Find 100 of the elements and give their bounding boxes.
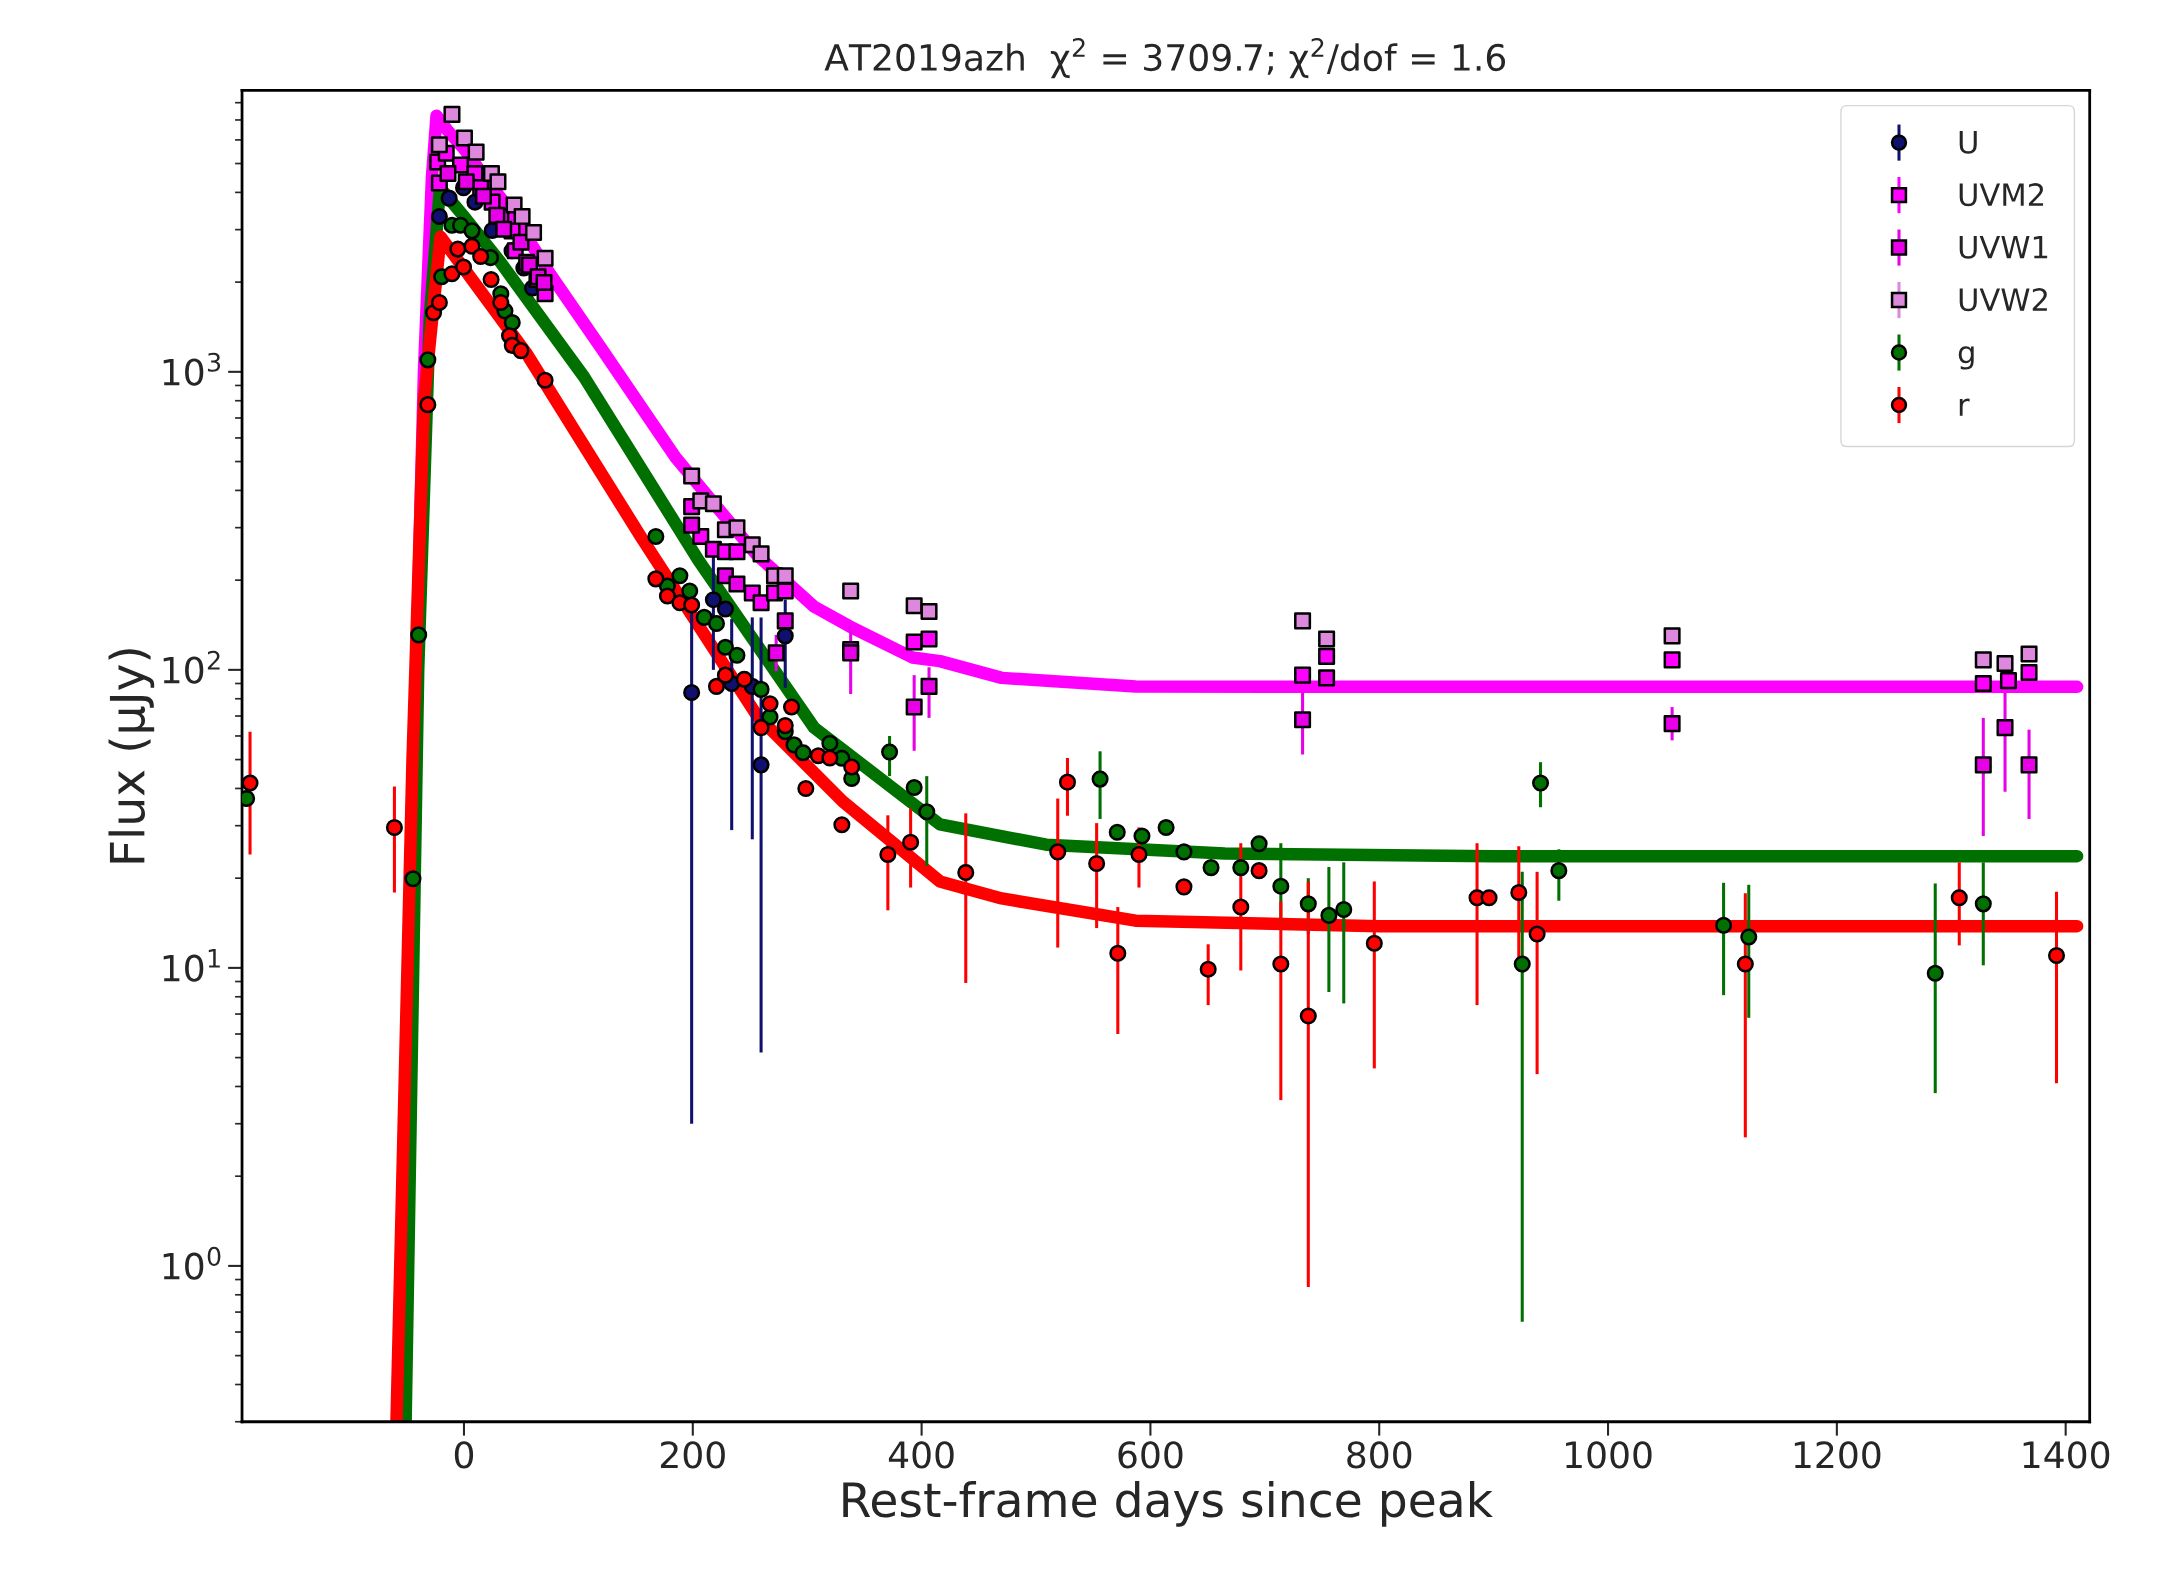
legend-label: U bbox=[1959, 131, 1977, 154]
point bbox=[1318, 647, 1336, 665]
point bbox=[1294, 711, 1312, 729]
point bbox=[1996, 655, 2014, 673]
point bbox=[1250, 835, 1268, 853]
point bbox=[419, 351, 437, 369]
point bbox=[2020, 756, 2038, 774]
point bbox=[707, 615, 726, 633]
point bbox=[1049, 843, 1067, 861]
point bbox=[905, 778, 923, 797]
point bbox=[1108, 823, 1126, 841]
y-tick-label: 10$^{0}$ bbox=[163, 1246, 221, 1280]
point bbox=[467, 143, 485, 161]
point bbox=[482, 270, 500, 288]
point bbox=[1058, 773, 1076, 791]
point bbox=[794, 744, 812, 762]
point bbox=[1294, 666, 1312, 684]
point bbox=[1999, 672, 2017, 690]
point bbox=[957, 863, 975, 881]
point bbox=[782, 698, 801, 716]
point bbox=[716, 666, 734, 684]
point bbox=[1157, 818, 1175, 836]
point bbox=[918, 803, 936, 821]
point bbox=[1736, 955, 1754, 973]
point bbox=[443, 105, 461, 123]
point bbox=[1175, 878, 1193, 896]
point bbox=[797, 779, 815, 797]
point bbox=[404, 870, 422, 888]
point bbox=[1365, 934, 1383, 952]
point bbox=[833, 816, 851, 834]
point bbox=[728, 575, 746, 593]
point bbox=[1740, 928, 1758, 946]
point bbox=[242, 774, 259, 792]
x-tick-label: 1400 bbox=[2023, 1441, 2110, 1469]
point bbox=[535, 273, 553, 291]
x-tick-label: 600 bbox=[1118, 1441, 1183, 1469]
y-tick-label: 10$^{2}$ bbox=[163, 650, 220, 684]
point bbox=[495, 220, 513, 238]
point bbox=[842, 582, 860, 600]
legend-label: r bbox=[1959, 398, 1970, 416]
point bbox=[440, 189, 458, 207]
point bbox=[761, 695, 779, 713]
point bbox=[707, 677, 726, 695]
point bbox=[512, 233, 530, 251]
point bbox=[683, 596, 701, 614]
point bbox=[1528, 925, 1546, 943]
point bbox=[683, 467, 701, 485]
x-tick-label: 0 bbox=[454, 1441, 474, 1469]
point bbox=[776, 567, 794, 585]
point bbox=[1996, 719, 2014, 737]
point bbox=[752, 545, 770, 563]
point bbox=[905, 597, 923, 615]
point bbox=[419, 396, 437, 414]
point bbox=[1318, 630, 1336, 648]
legend-label: UVM2 bbox=[1959, 183, 2044, 207]
point bbox=[503, 314, 521, 332]
point bbox=[2047, 947, 2066, 965]
point bbox=[1950, 889, 1968, 907]
point bbox=[536, 249, 554, 267]
point bbox=[439, 164, 457, 182]
y-tick-label: 10$^{1}$ bbox=[163, 949, 220, 982]
point bbox=[905, 698, 923, 716]
point bbox=[489, 173, 507, 191]
point bbox=[410, 626, 428, 644]
point bbox=[704, 591, 722, 609]
point bbox=[1974, 651, 1992, 669]
point bbox=[1974, 895, 1992, 913]
x-tick-label: 200 bbox=[660, 1441, 725, 1469]
x-axis-title: Rest-frame days since peak bbox=[843, 1481, 1493, 1527]
y-axis-title: Flux (µJy) bbox=[108, 649, 155, 863]
x-tick-label: 1200 bbox=[1794, 1441, 1881, 1469]
point bbox=[536, 371, 554, 389]
point bbox=[512, 342, 530, 360]
point bbox=[776, 627, 794, 645]
point bbox=[1318, 669, 1336, 687]
legend-label: UVW1 bbox=[1959, 235, 2048, 259]
point bbox=[658, 587, 676, 605]
legend-label: g bbox=[1958, 346, 1974, 370]
point bbox=[2020, 663, 2038, 681]
point bbox=[683, 516, 701, 534]
point bbox=[735, 670, 753, 688]
point bbox=[1088, 854, 1106, 873]
point bbox=[1320, 906, 1338, 924]
point bbox=[821, 734, 839, 752]
point bbox=[1133, 827, 1151, 845]
x-tick-label: 800 bbox=[1347, 1441, 1412, 1469]
point bbox=[1974, 674, 1992, 693]
x-tick-label: 1000 bbox=[1566, 1441, 1652, 1469]
x-tick-label: 400 bbox=[888, 1441, 954, 1469]
point bbox=[1299, 895, 1317, 913]
point bbox=[821, 749, 839, 767]
point bbox=[704, 495, 722, 513]
point bbox=[752, 594, 770, 612]
point bbox=[1272, 955, 1290, 973]
point bbox=[920, 677, 938, 695]
point bbox=[647, 528, 665, 546]
point bbox=[1199, 960, 1217, 978]
point bbox=[920, 630, 938, 648]
point bbox=[1175, 843, 1193, 861]
point bbox=[767, 644, 785, 662]
